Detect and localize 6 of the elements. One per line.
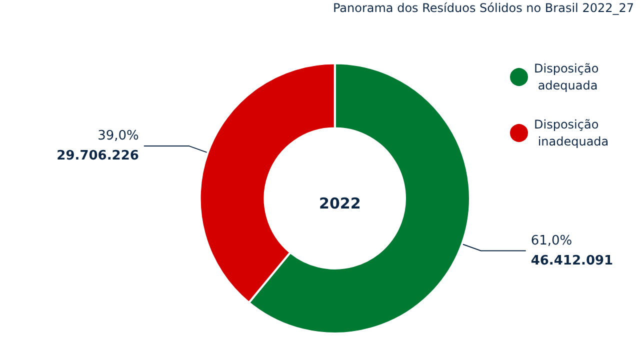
legend-label: Disposição adequada [534,62,599,92]
text: 2022 [319,194,361,212]
data-label: 61,0% 46.412.091 [530,233,614,268]
text: Panorama dos Resíduos Sólidos no Brasil 2022_27 [332,1,634,15]
data-label: 39,0% 29.706.226 [56,128,139,164]
legend-label: Disposição inadequada [534,118,609,148]
